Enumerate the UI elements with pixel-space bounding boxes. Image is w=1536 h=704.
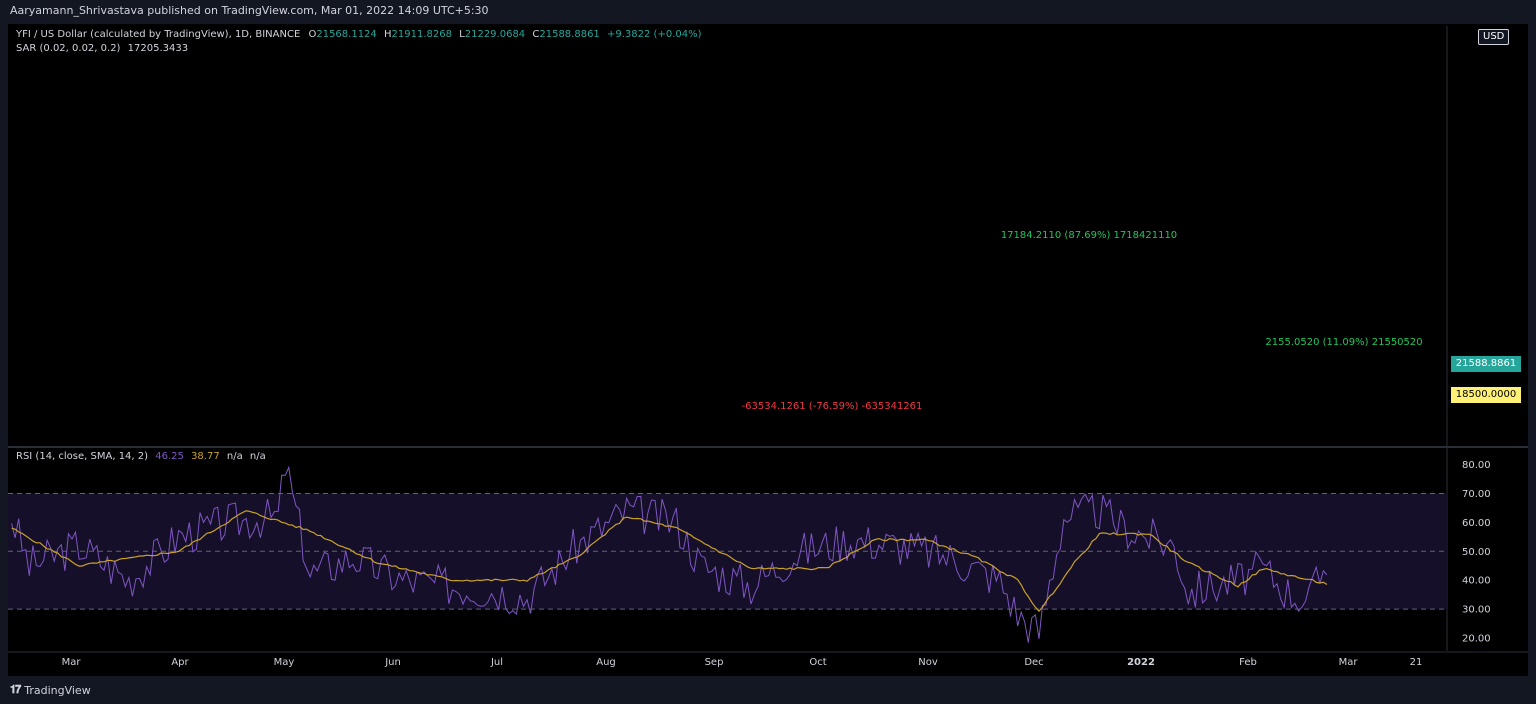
rsi-legend: RSI (14, close, SMA, 14, 2) 46.25 38.77 … xyxy=(16,451,266,462)
rsi-ma-line xyxy=(11,510,1328,612)
time-tick-label: 21 xyxy=(1410,657,1423,668)
publisher-text: Aaryamann_Shrivastava published on Tradi… xyxy=(10,4,489,17)
time-tick-label: Sep xyxy=(705,657,724,668)
rsi-tick-label: 30.00 xyxy=(1462,605,1491,616)
range-drop-label: -63534.1261 (-76.59%) -635341261 xyxy=(742,401,923,412)
time-tick-label: Mar xyxy=(1339,657,1359,668)
support-level-badge: 18500.0000 xyxy=(1451,387,1521,403)
rsi-tick-label: 60.00 xyxy=(1462,518,1491,529)
open-value: 21568.1124 xyxy=(316,29,377,40)
brand-name: TradingView xyxy=(24,683,91,697)
high-value: 21911.8268 xyxy=(391,29,452,40)
time-tick-label: Aug xyxy=(596,657,616,668)
recent-move-label: 2155.0520 (11.09%) 21550520 xyxy=(1265,337,1422,348)
change-value: +9.3822 (+0.04%) xyxy=(607,29,702,40)
time-tick-label: Feb xyxy=(1239,657,1257,668)
time-tick-label: Mar xyxy=(62,657,82,668)
rsi-tick-label: 70.00 xyxy=(1462,489,1491,500)
rsi-lines-layer xyxy=(11,465,1328,643)
annotation-text-layer: -63534.1261 (-76.59%) -635341261 17184.21… xyxy=(742,230,1423,412)
symbol-legend: YFI / US Dollar (calculated by TradingVi… xyxy=(16,29,702,40)
last-price-badge: 21588.8861 xyxy=(1451,356,1521,372)
rsi-label: RSI (14, close, SMA, 14, 2) xyxy=(16,451,149,462)
rsi-band-fill xyxy=(8,493,1447,610)
rsi-na-2: n/a xyxy=(249,451,266,462)
sar-legend: SAR (0.02, 0.02, 0.2) 17205.3433 xyxy=(16,43,188,54)
close-value: 21588.8861 xyxy=(539,29,600,40)
time-tick-label: 2022 xyxy=(1127,657,1155,668)
tradingview-logo[interactable]: 𝟏𝟕 TradingView xyxy=(10,683,91,697)
high-label: H xyxy=(383,29,392,40)
time-tick-label: Oct xyxy=(809,657,826,668)
axes-layer: 110000.000090000.000075000.000063000.000… xyxy=(62,460,1491,668)
rsi-line xyxy=(11,465,1328,643)
time-tick-label: Dec xyxy=(1024,657,1043,668)
bounce-label: 17184.2110 (87.69%) 1718421110 xyxy=(1001,230,1177,241)
time-tick-label: Jun xyxy=(384,657,401,668)
tradingview-logo-icon: 𝟏𝟕 xyxy=(10,683,21,696)
close-label: C xyxy=(532,29,540,40)
sar-label: SAR (0.02, 0.02, 0.2) xyxy=(16,43,121,54)
time-tick-label: May xyxy=(274,657,295,668)
rsi-tick-label: 40.00 xyxy=(1462,576,1491,587)
footer-bar: 𝟏𝟕 TradingView xyxy=(0,678,1536,704)
rsi-tick-label: 80.00 xyxy=(1462,460,1491,471)
low-value: 21229.0684 xyxy=(464,29,526,40)
time-tick-label: Apr xyxy=(171,657,189,668)
symbol-name: YFI / US Dollar (calculated by TradingVi… xyxy=(16,29,301,40)
time-tick-label: Nov xyxy=(918,657,938,668)
rsi-value: 46.25 xyxy=(155,451,184,462)
rsi-ma-value: 38.77 xyxy=(191,451,220,462)
rsi-pane xyxy=(8,492,1447,610)
rsi-tick-label: 50.00 xyxy=(1462,547,1491,558)
rsi-tick-label: 20.00 xyxy=(1462,634,1491,645)
open-label: O xyxy=(308,29,317,40)
top-bar: Aaryamann_Shrivastava published on Tradi… xyxy=(0,0,1536,22)
time-tick-label: Jul xyxy=(490,657,503,668)
sar-value: 17205.3433 xyxy=(127,43,189,54)
rsi-na-1: n/a xyxy=(226,451,243,462)
currency-button[interactable]: USD xyxy=(1478,29,1510,45)
low-label: L xyxy=(459,29,465,40)
